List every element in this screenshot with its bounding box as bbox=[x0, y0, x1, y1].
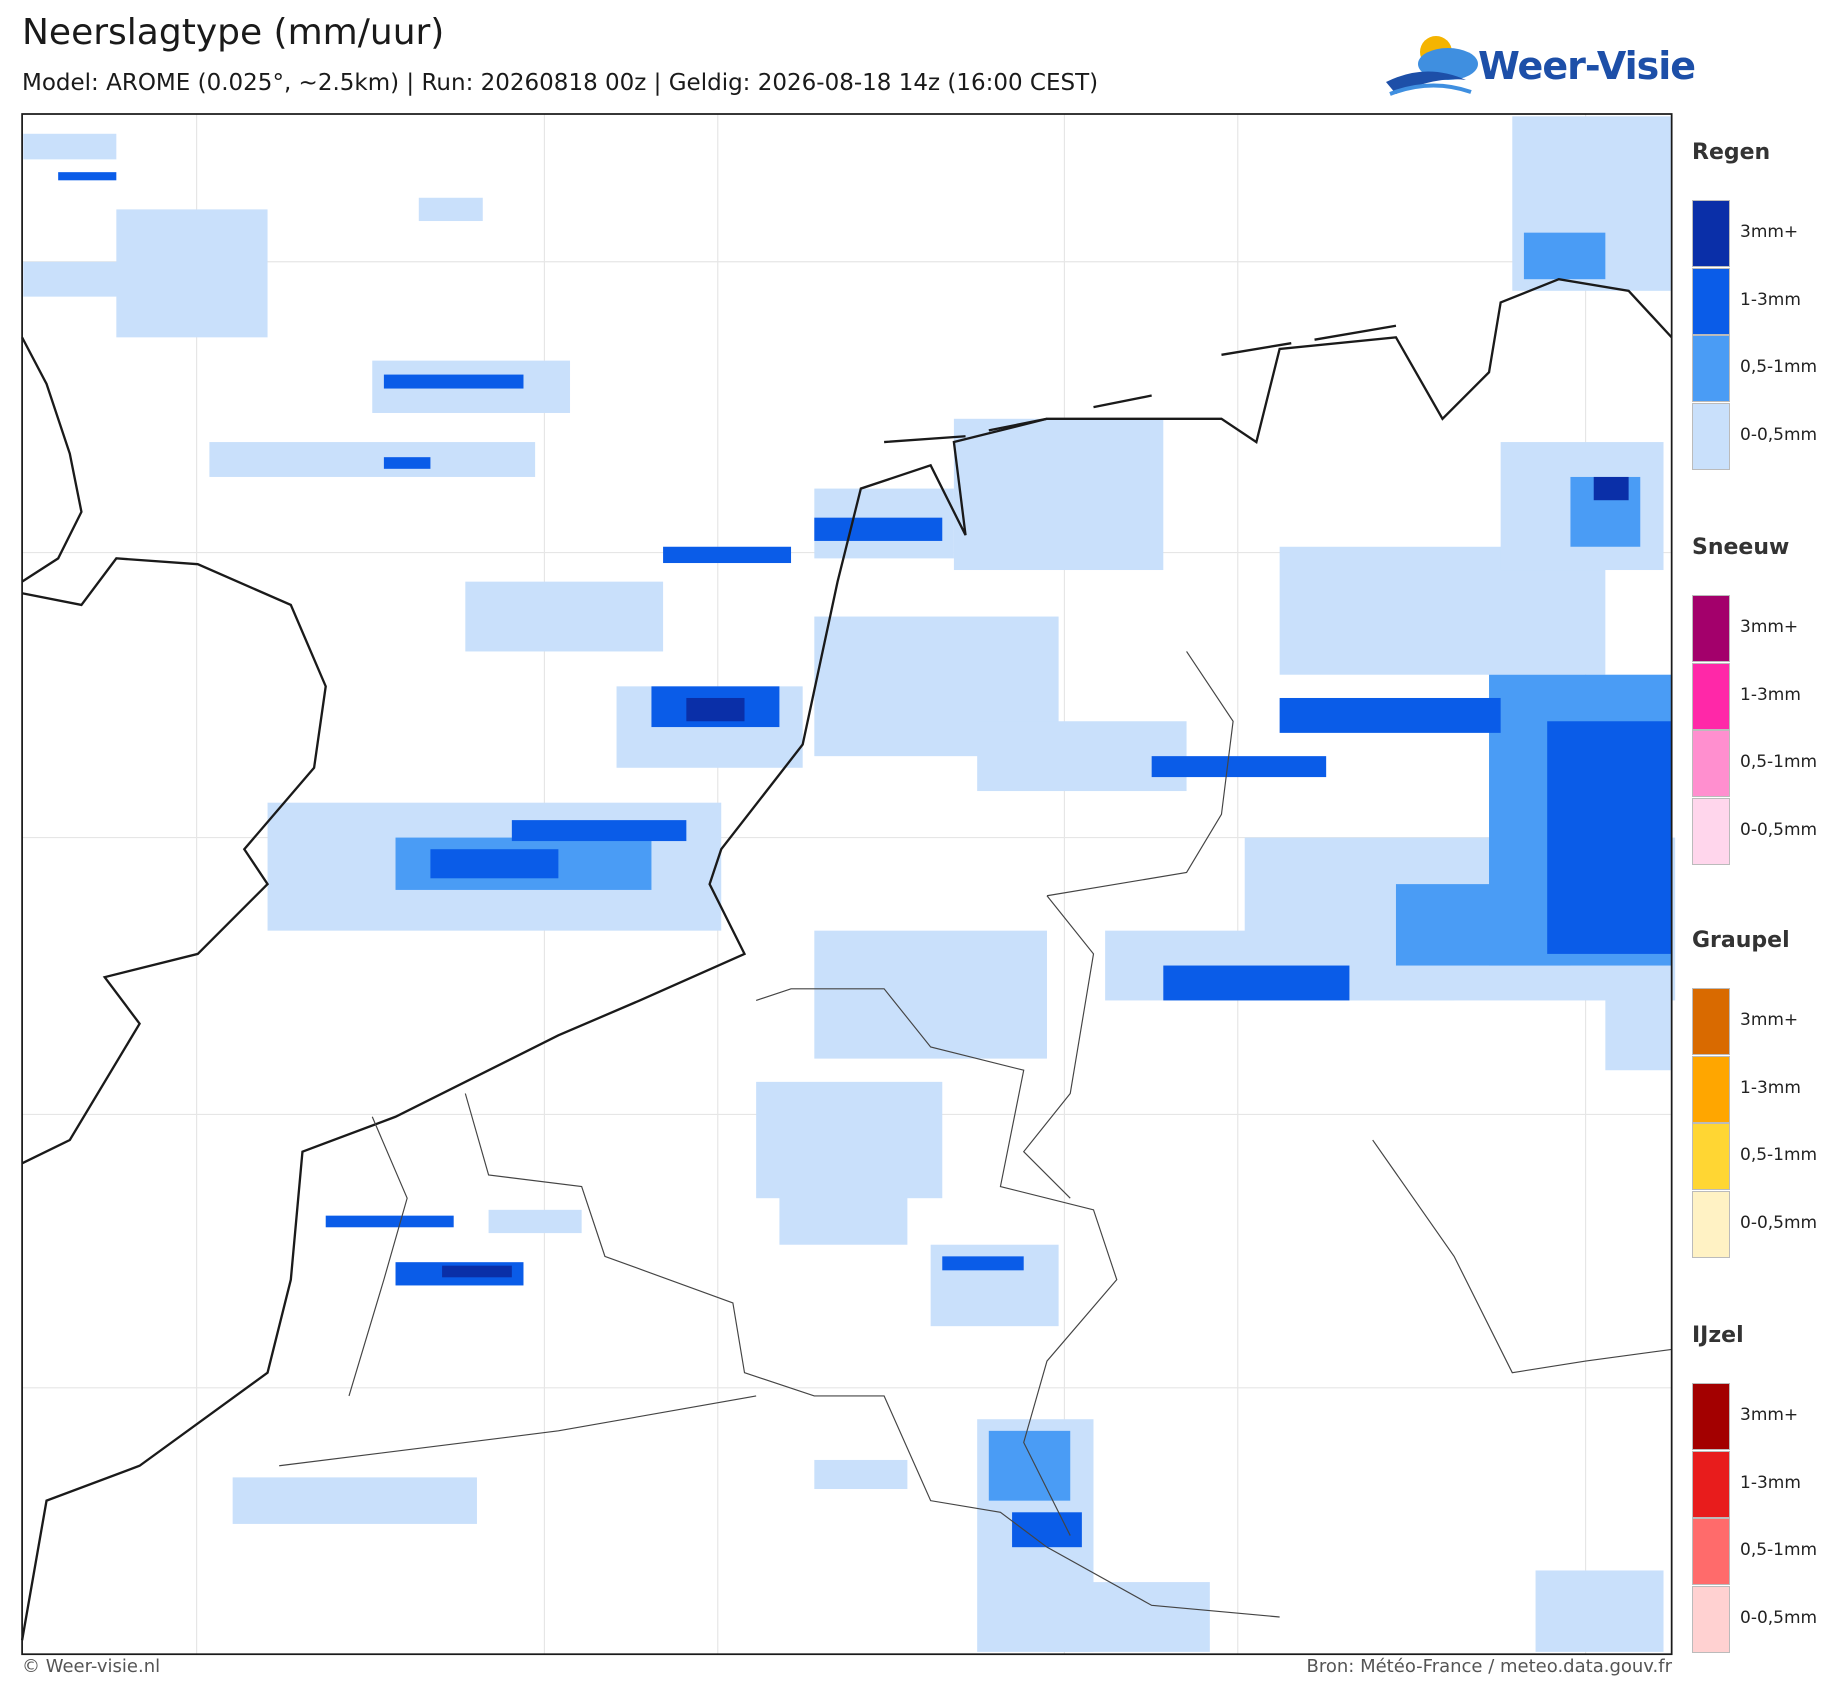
map-frame bbox=[21, 113, 1673, 1656]
legend-label: 1-3mm bbox=[1740, 1472, 1801, 1493]
legend-swatch bbox=[1692, 1055, 1730, 1123]
logo-text: Weer-Visie bbox=[1478, 44, 1696, 88]
footer-left: © Weer-visie.nl bbox=[22, 1656, 161, 1677]
legend-label: 0-0,5mm bbox=[1740, 424, 1818, 445]
coastlines bbox=[20, 277, 1673, 1641]
subtitle: Model: AROME (0.025°, ~2.5km) | Run: 202… bbox=[22, 70, 1099, 96]
legend-swatch bbox=[1692, 1585, 1730, 1653]
legend-label: 0-0,5mm bbox=[1740, 819, 1818, 840]
legend-label: 3mm+ bbox=[1740, 222, 1799, 242]
legend-label: 0-0,5mm bbox=[1740, 1607, 1818, 1628]
legend-swatch bbox=[1692, 402, 1730, 470]
legend-label: 3mm+ bbox=[1740, 1405, 1799, 1425]
legend-title: Graupel bbox=[1692, 928, 1790, 953]
legend-swatch bbox=[1692, 662, 1730, 730]
legend-title: Regen bbox=[1692, 140, 1771, 165]
legend-label: 0-0,5mm bbox=[1740, 1212, 1818, 1233]
legend-swatch bbox=[1692, 1450, 1730, 1518]
legend-label: 0,5-1mm bbox=[1740, 357, 1818, 377]
legend-swatch bbox=[1692, 335, 1730, 402]
legend-swatch bbox=[1692, 1518, 1730, 1585]
legend-label: 1-3mm bbox=[1740, 289, 1801, 310]
legend-swatch bbox=[1692, 797, 1730, 865]
borders bbox=[279, 651, 1672, 1618]
legend-label: 1-3mm bbox=[1740, 684, 1801, 705]
legend-swatch bbox=[1692, 267, 1730, 335]
legend-label: 1-3mm bbox=[1740, 1077, 1801, 1098]
legend-swatch bbox=[1692, 1123, 1730, 1190]
title: Neerslagtype (mm/uur) bbox=[22, 12, 445, 53]
legend-swatch bbox=[1692, 200, 1730, 267]
legend-label: 3mm+ bbox=[1740, 1010, 1799, 1030]
logo-icon bbox=[1386, 36, 1478, 96]
legend-swatch bbox=[1692, 1383, 1730, 1450]
legend-label: 3mm+ bbox=[1740, 617, 1799, 637]
legend-label: 0,5-1mm bbox=[1740, 1540, 1818, 1560]
map-content bbox=[20, 113, 1676, 1656]
legend-title: IJzel bbox=[1692, 1323, 1744, 1348]
precipitation bbox=[23, 116, 1676, 1652]
legend-swatch bbox=[1692, 1190, 1730, 1258]
footer-right: Bron: Météo-France / meteo.data.gouv.fr bbox=[1306, 1656, 1672, 1677]
legend-swatch bbox=[1692, 988, 1730, 1055]
legend-title: Sneeuw bbox=[1692, 535, 1790, 560]
legend-swatch bbox=[1692, 730, 1730, 797]
legend-label: 0,5-1mm bbox=[1740, 1145, 1818, 1165]
legend-swatch bbox=[1692, 595, 1730, 662]
legend-label: 0,5-1mm bbox=[1740, 752, 1818, 772]
